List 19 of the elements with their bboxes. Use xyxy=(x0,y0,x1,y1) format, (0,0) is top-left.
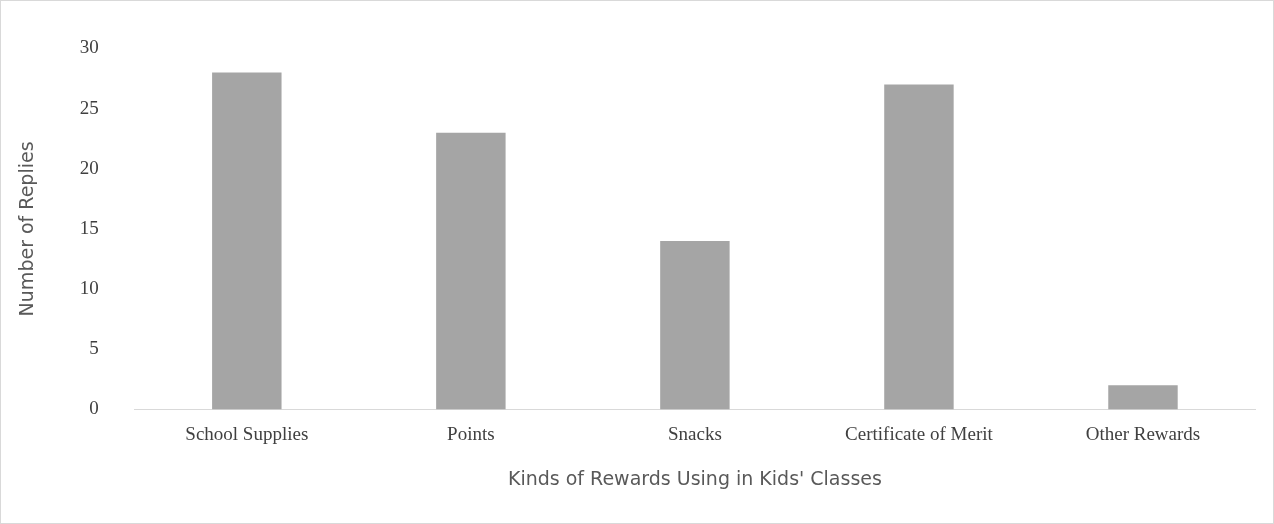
y-tick-label: 5 xyxy=(89,337,99,359)
x-tick-label: Points xyxy=(447,422,495,444)
y-tick-label: 15 xyxy=(79,216,99,238)
x-tick-label: School Supplies xyxy=(185,422,309,444)
y-tick-label: 30 xyxy=(79,36,99,58)
x-tick-label: Snacks xyxy=(667,422,722,444)
bar xyxy=(884,84,954,410)
x-tick-label: Other Rewards xyxy=(1085,422,1201,444)
bar xyxy=(660,240,730,410)
bar xyxy=(436,132,506,410)
y-tick-label: 10 xyxy=(79,277,99,299)
bar xyxy=(1108,385,1178,410)
bar xyxy=(212,72,282,410)
y-tick-label: 0 xyxy=(89,397,99,419)
x-axis-title: Kinds of Rewards Using in Kids' Classes xyxy=(507,466,882,489)
y-tick-label: 25 xyxy=(79,96,99,118)
y-tick-label: 20 xyxy=(79,156,99,178)
y-axis-title: Number of Replies xyxy=(15,141,38,317)
x-tick-label: Certificate of Merit xyxy=(845,422,994,444)
